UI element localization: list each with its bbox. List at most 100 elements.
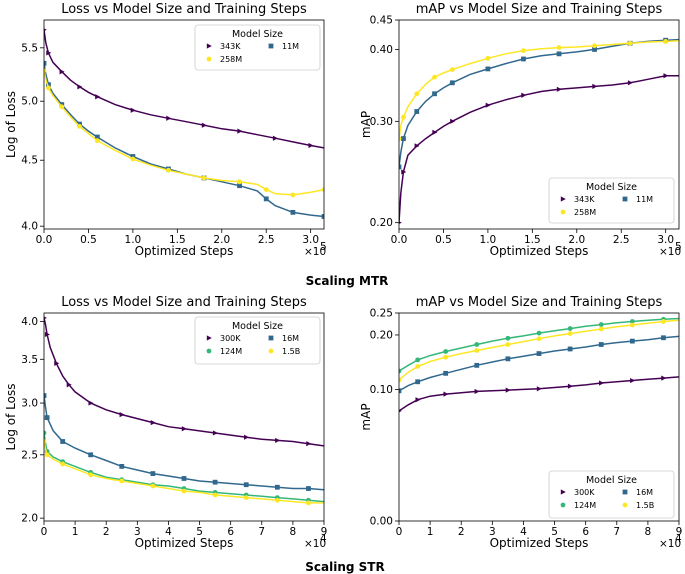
chart3-series-1-5b-point [243,495,249,501]
chart3-group: Loss vs Model Size and Training Steps Opt… [4,295,327,550]
chart1-xtick-label: 0.5 [80,234,97,246]
chart4-series-16m-point [474,362,480,368]
chart3-xtick-label: 8 [290,526,297,538]
chart1-xtick-label: 0.0 [36,234,53,246]
chart2-ylabel: mAP [359,111,373,138]
chart1-series-343k-point [59,69,65,75]
chart4-series-1-5b-line [399,319,679,381]
chart4-legend-label: 16M [636,488,653,497]
chart4-xtick-label: 5 [551,526,558,538]
chart1-series-258m-point [77,124,82,129]
chart4-series-16m-point [567,346,573,352]
chart2-legend-label: 11M [636,195,653,204]
chart2-series-258m-point [592,43,597,49]
chart3-series-300k-point [119,412,125,418]
chart3-series-16m-line [44,395,324,491]
chart2-series-258m-point [485,55,491,61]
chart2-frame [398,19,680,230]
chart4-xtick-label: 0 [396,526,403,538]
chart4-series-124m-point [415,357,421,363]
chart1-x-multiplier: ×10 [304,246,326,258]
chart1-ytick-label: 5.5 [21,42,38,54]
chart4-series-300k-point [399,409,402,413]
chart1-series-343k-point [77,84,83,90]
chart3-legend-label: 1.5B [282,347,300,356]
chart1-series-11m-line [44,63,324,218]
chart4-xlabel: Optimized Steps [490,536,589,550]
chart3-xlabel: Optimized Steps [135,536,234,550]
chart1-group: Loss vs Model Size and Training Steps Opt… [4,2,327,258]
chart1-legend-marker [206,56,212,62]
chart3-series-300k-line [44,317,324,447]
chart2-series-343k-point [521,92,527,98]
chart3-series-1-5b-point [181,488,187,494]
chart3-xtick-label: 1 [72,526,79,538]
chart3-x-multiplier: ×10 [304,538,326,550]
chart4-xtick-label: 2 [458,526,465,538]
chart4-series-124m-point [567,326,573,331]
chart4-series-16m-point [399,388,402,394]
chart1-legend-marker [268,43,274,49]
chart2-series-343k-point [432,129,438,136]
chart3-series-1-5b-point [150,483,156,489]
chart3-ytick-label: 3.0 [21,398,38,410]
chart4-series-124m-point [474,342,480,347]
chart2-series-343k-point [399,221,402,225]
chart4-series-16m-point [415,379,421,385]
chart1-ytick-label: 4.5 [21,155,38,167]
chart3-xtick-label: 7 [258,526,265,538]
section-label-str: Scaling STR [305,560,384,574]
chart3-series-group [44,316,324,506]
chart4-ylabel: mAP [359,403,373,430]
chart3-legend-label: 124M [220,347,242,356]
chart2-series-11m-point [521,56,526,62]
chart3-series-1-5b-point [212,492,218,498]
chart1-series-258m-point [290,192,296,198]
chart1-series-258m-point [166,167,171,173]
chart1-series-343k-point [130,107,136,113]
chart3-series-1-5b-point [44,452,50,458]
chart1-series-343k-point [46,50,52,56]
chart1-series-343k-point [237,128,243,134]
chart3-xtick-label: 0 [41,526,48,538]
chart3-series-1-5b-line [44,441,324,504]
chart2-series-343k-point [556,86,562,92]
chart3-series-300k-point [244,434,250,440]
chart4-series-300k-point [415,397,421,403]
chart4-series-300k-point [661,375,667,381]
chart4-series-300k-point [443,391,449,397]
chart4-xtick-label: 3 [489,526,496,538]
chart3-series-300k-point [66,382,72,388]
chart4-x-multiplier: ×10 [659,538,681,550]
chart1-legend-title: Model Size [232,29,283,40]
chart2-series-11m-point [399,164,402,170]
chart1-series-343k-point [166,115,172,121]
chart3-frame [43,312,325,522]
chart4-series-124m-point [536,330,542,336]
chart1-series-group [44,28,324,219]
chart3-legend-marker [206,348,212,354]
chart3-series-1-5b-point [119,478,125,484]
chart3-series-1-5b-point [274,497,280,503]
chart3-legend-marker [206,335,212,341]
chart1-xtick-label: 1.5 [169,234,186,246]
chart2-series-343k-point [627,80,633,86]
chart3-series-124m-line [44,432,324,503]
chart3-legend-marker [268,348,274,354]
chart4-series-124m-point [629,319,635,324]
chart2-series-11m-point [449,80,455,86]
chart2-series-343k-point [450,118,456,124]
chart2-xtick-label: 0.5 [435,234,452,246]
chart3-series-300k-point [88,400,94,406]
chart2-xtick-label: 3.0 [657,234,674,246]
chart2-legend-label: 258M [574,208,596,217]
chart3-series-300k-point [212,430,218,436]
chart2-legend-label: 343K [574,195,595,204]
chart3-legend-label: 300K [220,334,241,343]
chart3-series-124m-point [44,430,47,436]
chart3-series-16m-point [119,463,125,469]
chart2-series-11m-point [414,109,420,114]
chart2-group: mAP vs Model Size and Training Steps Opti… [359,2,682,258]
chart4-series-1-5b-point [474,348,480,353]
chart4-ytick-label: 0.00 [370,516,393,528]
